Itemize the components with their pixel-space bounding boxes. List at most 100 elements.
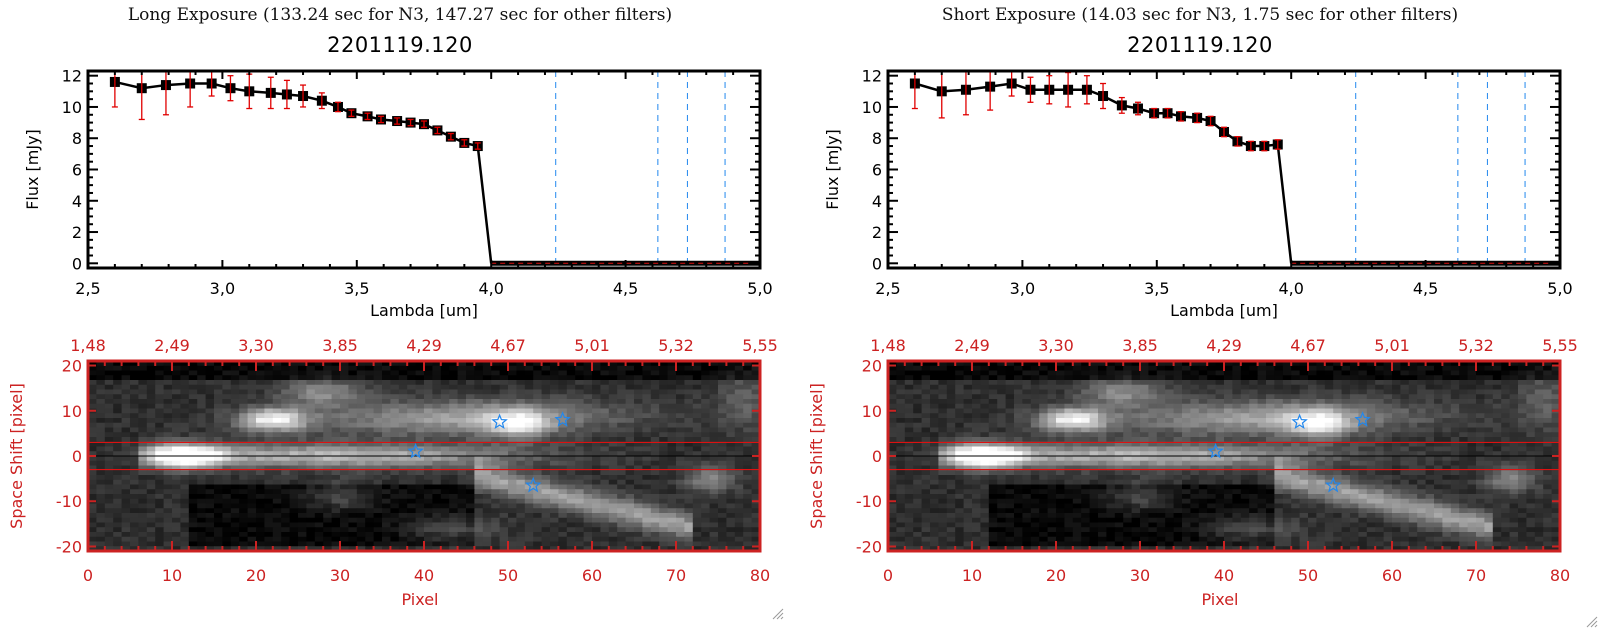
y-tick-label: 2 [872, 223, 882, 242]
image-pixel [566, 427, 576, 433]
image-pixel [550, 475, 559, 481]
image-pixel [676, 451, 685, 457]
image-pixel [1492, 389, 1502, 395]
image-pixel [256, 380, 265, 386]
image-pixel [373, 489, 383, 495]
image-pixel [938, 408, 948, 414]
image-pixel [524, 494, 534, 500]
image-pixel [692, 489, 702, 495]
image-pixel [625, 437, 635, 443]
image-pixel [684, 408, 694, 414]
image-pixel [348, 541, 358, 547]
image-pixel [1291, 365, 1301, 372]
image-pixel [955, 370, 965, 376]
image-pixel [298, 489, 307, 495]
image-pixel [930, 399, 939, 405]
image-pixel [449, 389, 459, 395]
image-pixel [382, 470, 391, 476]
image-pixel [398, 451, 408, 457]
image-pixel [1030, 422, 1040, 429]
image-pixel [155, 522, 165, 528]
image-pixel [1039, 380, 1049, 386]
image-pixel [331, 418, 341, 424]
image-pixel [197, 470, 207, 476]
image-pixel [592, 479, 601, 486]
image-pixel [1551, 380, 1561, 386]
image-pixel [390, 427, 400, 433]
image-pixel [491, 536, 501, 543]
image-pixel [457, 446, 467, 452]
image-pixel [904, 384, 914, 391]
image-pixel [751, 427, 761, 433]
image-pixel [726, 498, 736, 505]
image-pixel [566, 375, 576, 381]
image-pixel [1114, 427, 1124, 433]
image-pixel [692, 432, 702, 438]
image-pixel [1232, 361, 1242, 367]
y-tick-label: 0 [72, 447, 82, 466]
image-pixel [1173, 365, 1183, 372]
image-pixel [356, 527, 366, 533]
image-pixel [424, 470, 433, 476]
image-pixel [1358, 427, 1368, 433]
image-pixel [155, 380, 165, 386]
image-pixel [1291, 418, 1301, 424]
image-pixel [197, 437, 207, 443]
image-pixel [692, 380, 702, 386]
image-pixel [751, 384, 761, 391]
image-pixel [1551, 365, 1561, 372]
image-pixel [230, 432, 240, 438]
image-pixel [163, 384, 173, 391]
image-pixel [1400, 418, 1410, 424]
image-pixel [659, 508, 669, 514]
image-pixel [1442, 413, 1452, 419]
image-pixel [1106, 413, 1116, 419]
image-pixel [566, 522, 576, 528]
image-pixel [1114, 380, 1124, 386]
image-pixel [340, 389, 349, 395]
image-pixel [625, 446, 635, 452]
image-pixel [1484, 394, 1494, 400]
image-pixel [1476, 422, 1485, 429]
image-pixel [499, 451, 509, 457]
image-pixel [146, 370, 156, 376]
image-pixel [1207, 375, 1217, 381]
image-pixel [1039, 389, 1049, 395]
image-pixel [1450, 413, 1460, 419]
image-pixel [239, 484, 249, 490]
image-pixel [256, 427, 265, 433]
image-pixel [155, 527, 165, 533]
image-pixel [390, 522, 400, 528]
image-pixel [449, 437, 459, 443]
image-pixel [1333, 375, 1343, 381]
image-pixel [1190, 389, 1200, 395]
image-pixel [457, 536, 467, 543]
x-tick-label: 50 [498, 566, 518, 585]
image-pixel [306, 541, 316, 547]
image-pixel [701, 380, 711, 386]
image-pixel [1450, 361, 1460, 367]
image-pixel [650, 513, 660, 519]
image-pixel [424, 494, 433, 500]
image-pixel [449, 441, 459, 448]
image-pixel [474, 541, 484, 547]
image-pixel [222, 541, 232, 547]
image-pixel [205, 475, 215, 481]
image-pixel [1207, 380, 1217, 386]
image-pixel [1467, 370, 1477, 376]
image-pixel [1240, 399, 1250, 405]
image-pixel [163, 441, 173, 448]
image-pixel [306, 403, 316, 410]
image-pixel [1324, 413, 1334, 419]
image-pixel [188, 489, 198, 495]
image-pixel [1425, 418, 1435, 424]
image-pixel [642, 418, 652, 424]
image-pixel [440, 522, 450, 528]
image-pixel [113, 522, 123, 528]
image-pixel [650, 532, 660, 538]
image-pixel [659, 437, 669, 443]
image-pixel [946, 418, 956, 424]
image-pixel [499, 475, 509, 481]
image-pixel [718, 380, 727, 386]
image-pixel [247, 365, 257, 372]
